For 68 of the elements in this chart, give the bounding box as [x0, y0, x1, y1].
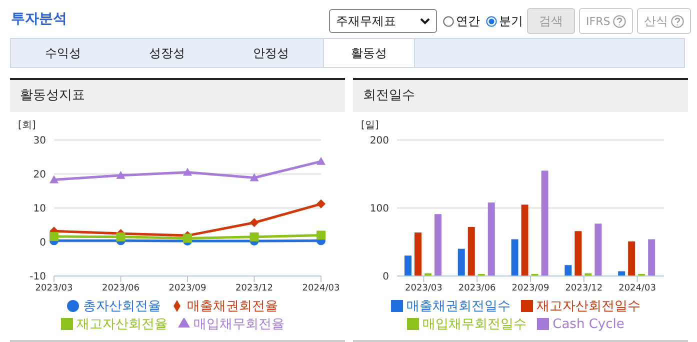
bar [594, 224, 602, 276]
text: 안정성 [252, 45, 290, 62]
point [316, 230, 326, 240]
legend-label: Cash Cycle [552, 317, 624, 332]
y-tick-label: -10 [30, 272, 46, 283]
bar [458, 248, 465, 276]
y-tick-label: 0 [40, 238, 46, 249]
bar [468, 227, 475, 276]
point [50, 232, 58, 242]
text: 산식 [637, 8, 692, 34]
y-tick-label: 10 [33, 204, 46, 215]
x-tick-label: 2023/03 [35, 283, 73, 294]
point [316, 156, 326, 165]
text: 연간 [455, 12, 480, 30]
x-tick-label: 2023/03 [405, 283, 442, 294]
text: 분기 [498, 12, 523, 30]
text: 활동성 [323, 39, 415, 67]
legend-label: 재고자산회전율 [76, 317, 168, 332]
point [183, 168, 192, 176]
bar [434, 214, 442, 276]
y-tick-label: 30 [33, 136, 46, 147]
x-tick-label: 2023/12 [565, 283, 603, 294]
point [250, 232, 259, 242]
y-tick-label: 20 [33, 170, 46, 181]
text: 주재무제표 [336, 12, 396, 30]
bar [628, 241, 636, 276]
point [183, 234, 192, 243]
text: 수익성 [44, 45, 82, 62]
point [116, 232, 126, 242]
point [250, 218, 259, 228]
point [316, 199, 326, 208]
x-tick-label: 2023/06 [458, 283, 496, 294]
legend-label: 매입채무회전일수 [422, 317, 527, 332]
y-axis-title: [회] [18, 119, 36, 132]
y-tick-label: 0 [382, 272, 389, 283]
x-tick-label: 2024/03 [618, 283, 656, 294]
bar [564, 265, 572, 276]
bar [521, 204, 528, 276]
text: 투자분석 [11, 10, 67, 28]
x-tick-label: 2023/06 [102, 283, 140, 294]
legend-label: 매출채권회전일수 [406, 299, 510, 314]
text: 성장성 [148, 45, 186, 62]
bar [648, 239, 656, 276]
point [116, 170, 126, 179]
bar [511, 239, 518, 276]
x-tick-label: 2023/09 [512, 283, 550, 294]
bar [541, 170, 548, 276]
y-axis-title: [일] [361, 119, 379, 132]
bar [414, 232, 422, 276]
chart-title: 활동성지표 [10, 80, 345, 112]
bar [618, 271, 626, 276]
x-tick-label: 2023/12 [236, 283, 273, 294]
y-tick-label: 200 [370, 136, 389, 147]
x-tick-label: 2024/03 [302, 283, 340, 294]
x-tick-label: 2023/09 [168, 283, 206, 294]
text: 검색 [527, 8, 575, 34]
legend-label: 총자산회전율 [83, 299, 161, 314]
point [50, 175, 58, 184]
point [250, 173, 259, 182]
text: IFRS [579, 8, 634, 34]
bar [574, 231, 582, 276]
legend-label: 매입채무회전율 [194, 317, 284, 332]
bar [488, 202, 495, 276]
bar [404, 256, 412, 276]
chart-title: 회전일수 [353, 80, 688, 112]
legend-label: 재고자산회전일수 [536, 299, 640, 314]
y-tick-label: 100 [370, 204, 389, 215]
legend-label: 매출채권회전율 [187, 299, 278, 314]
